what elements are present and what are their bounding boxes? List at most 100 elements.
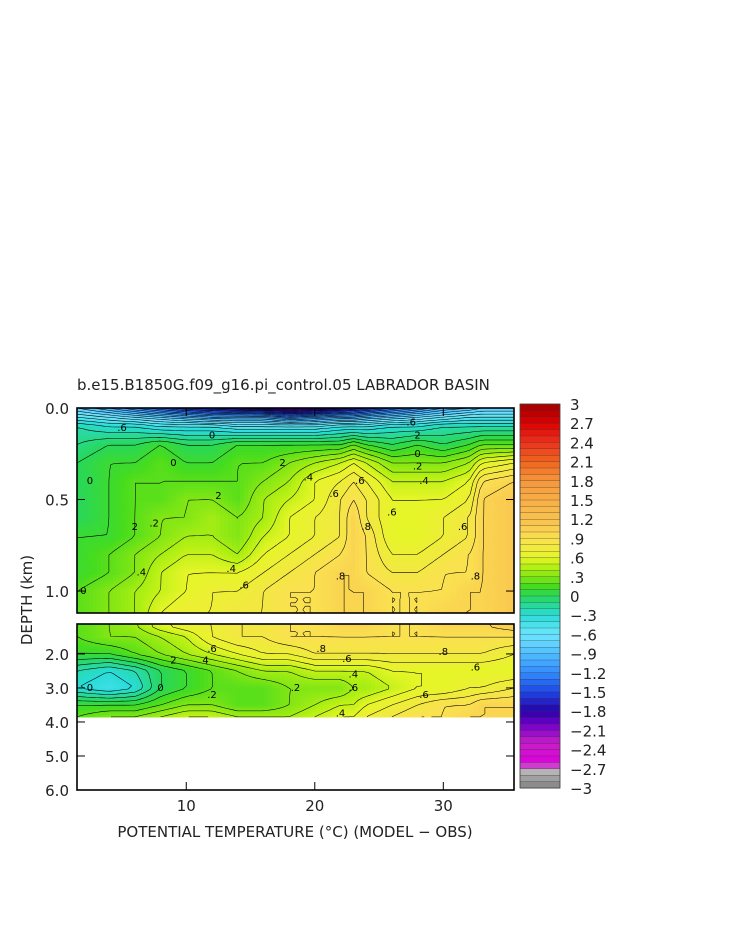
heatmap-cell <box>466 472 471 476</box>
heatmap-cell <box>104 498 110 503</box>
heatmap-cell <box>255 516 261 520</box>
heatmap-cell <box>251 457 257 462</box>
heatmap-cell <box>77 533 82 538</box>
heatmap-cell <box>386 451 392 456</box>
heatmap-cell <box>84 490 90 494</box>
heatmap-cell <box>204 510 209 515</box>
heatmap-cell <box>474 434 479 438</box>
heatmap-cell <box>287 504 293 509</box>
heatmap-cell <box>271 528 277 532</box>
heatmap-cell <box>212 531 217 535</box>
heatmap-cell <box>231 507 237 512</box>
heatmap-cell <box>490 533 495 538</box>
heatmap-cell <box>506 492 511 497</box>
heatmap-cell <box>227 443 233 447</box>
heatmap-cell <box>299 536 305 541</box>
heatmap-cell <box>287 531 293 535</box>
heatmap-cell <box>152 539 158 544</box>
heatmap-cell <box>506 528 511 532</box>
heatmap-cell <box>104 490 110 494</box>
heatmap-cell <box>192 531 197 535</box>
heatmap-cell <box>398 440 404 444</box>
heatmap-cell <box>470 466 475 471</box>
heatmap-cell <box>462 466 467 471</box>
heatmap-cell <box>498 419 503 424</box>
heatmap-cell <box>275 422 281 427</box>
heatmap-cell <box>490 481 495 485</box>
heatmap-cell <box>462 475 467 479</box>
heatmap-cell <box>438 472 444 476</box>
heatmap-cell <box>220 451 225 456</box>
heatmap-cell <box>402 492 408 497</box>
heatmap-cell <box>180 440 185 444</box>
heatmap-cell <box>295 536 301 541</box>
heatmap-cell <box>84 504 90 509</box>
heatmap-cell <box>275 513 281 517</box>
heatmap-cell <box>327 501 332 506</box>
heatmap-cell <box>462 519 467 523</box>
heatmap-cell <box>382 498 388 503</box>
heatmap-cell <box>204 507 209 512</box>
heatmap-cell <box>327 449 332 453</box>
heatmap-cell <box>410 478 416 482</box>
heatmap-cell <box>152 460 158 465</box>
heatmap-cell <box>243 443 249 447</box>
heatmap-cell <box>474 422 479 427</box>
heatmap-cell <box>132 487 138 491</box>
heatmap-cell <box>351 531 356 535</box>
heatmap-cell <box>382 449 388 453</box>
heatmap-cell <box>235 478 241 482</box>
heatmap-cell <box>120 478 126 482</box>
heatmap-cell <box>255 533 261 538</box>
heatmap-cell <box>263 460 269 465</box>
heatmap-cell <box>434 531 440 535</box>
heatmap-cell <box>227 490 233 494</box>
heatmap-cell <box>426 460 432 465</box>
heatmap-cell <box>438 425 444 430</box>
heatmap-cell <box>506 516 511 520</box>
heatmap-cell <box>335 490 340 494</box>
heatmap-cell <box>112 434 118 438</box>
heatmap-cell <box>378 484 384 488</box>
heatmap-cell <box>402 487 408 491</box>
heatmap-cell <box>462 443 467 447</box>
heatmap-cell <box>128 443 134 447</box>
heatmap-cell <box>442 408 448 412</box>
heatmap-cell <box>374 446 380 450</box>
heatmap-cell <box>148 478 154 482</box>
heatmap-cell <box>438 437 444 441</box>
heatmap-cell <box>275 440 281 444</box>
heatmap-cell <box>176 451 181 456</box>
heatmap-cell <box>136 463 142 468</box>
heatmap-cell <box>422 513 428 517</box>
heatmap-cell <box>104 507 110 512</box>
heatmap-cell <box>458 434 463 438</box>
heatmap-cell <box>307 528 312 532</box>
heatmap-cell <box>184 460 189 465</box>
heatmap-cell <box>88 478 94 482</box>
heatmap-cell <box>287 475 293 479</box>
heatmap-cell <box>227 531 233 535</box>
heatmap-cell <box>271 492 277 497</box>
heatmap-cell <box>454 469 459 474</box>
heatmap-cell <box>140 533 146 538</box>
heatmap-cell <box>164 498 169 503</box>
heatmap-cell <box>148 539 154 544</box>
heatmap-cell <box>227 410 233 415</box>
heatmap-cell <box>184 469 189 474</box>
heatmap-cell <box>295 431 301 435</box>
heatmap-cell <box>291 478 297 482</box>
heatmap-cell <box>363 466 368 471</box>
heatmap-cell <box>120 531 126 535</box>
heatmap-cell <box>454 533 459 538</box>
heatmap-cell <box>112 536 118 541</box>
heatmap-cell <box>196 504 201 509</box>
heatmap-cell <box>255 495 261 500</box>
heatmap-cell <box>454 528 459 532</box>
heatmap-cell <box>208 487 213 491</box>
heatmap-cell <box>370 498 376 503</box>
heatmap-cell <box>486 457 491 462</box>
heatmap-cell <box>386 446 392 450</box>
heatmap-cell <box>486 440 491 444</box>
heatmap-cell <box>438 504 444 509</box>
